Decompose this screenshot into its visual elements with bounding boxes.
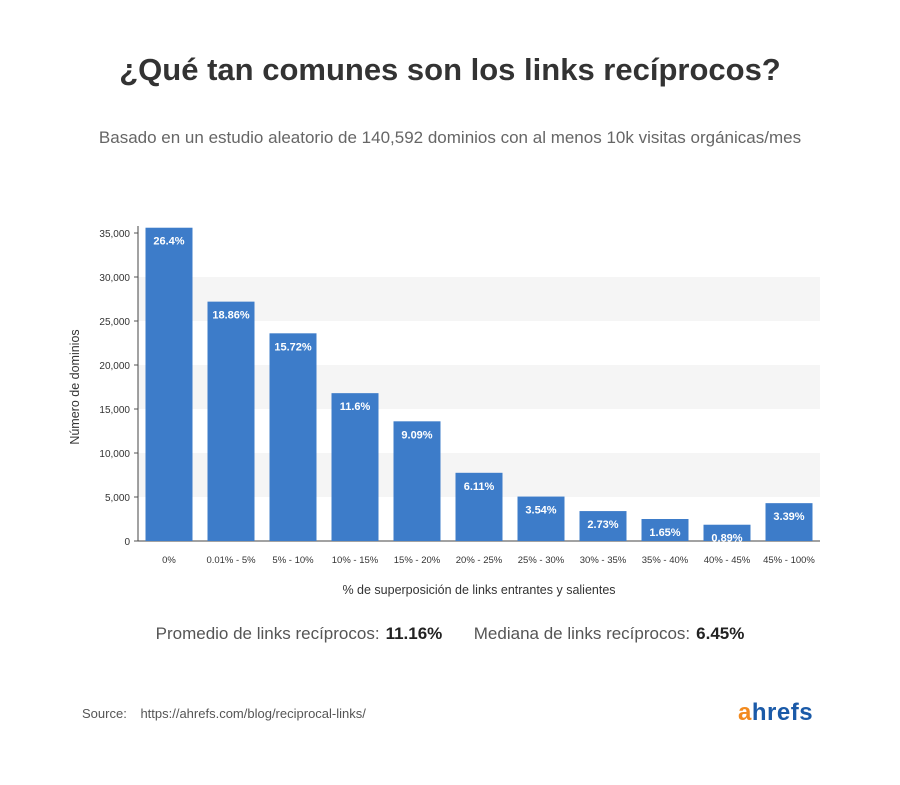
bar xyxy=(331,393,379,541)
bar-chart: 0 5,000 10,000 15,000 20,000 25,000 30,000 35,0… xyxy=(68,226,820,597)
y-tick-label: 25,000 xyxy=(99,317,130,328)
bar-data-label: 18.86% xyxy=(212,310,250,322)
mean-value: 11.16% xyxy=(385,624,443,643)
bar xyxy=(455,472,503,541)
bar-data-label: 26.4% xyxy=(153,236,184,248)
x-tick-label: 35% - 40% xyxy=(642,555,689,566)
bar-data-label: 3.39% xyxy=(773,511,804,523)
bar xyxy=(517,496,565,541)
y-tick-label: 5,000 xyxy=(105,493,130,504)
bar-data-label: 9.09% xyxy=(401,429,432,441)
y-tick-label: 35,000 xyxy=(99,229,130,240)
x-tick-label: 25% - 30% xyxy=(518,555,565,566)
chart-title: ¿Qué tan comunes son los links recíproco… xyxy=(119,52,781,87)
bar xyxy=(145,227,193,541)
x-tick-label: 0.01% - 5% xyxy=(206,555,256,566)
source-label: Source: xyxy=(82,706,127,721)
x-tick-label: 40% - 45% xyxy=(704,555,751,566)
bar xyxy=(269,333,317,541)
x-tick-label: 45% - 100% xyxy=(763,555,815,566)
bar xyxy=(207,301,255,541)
median-value: 6.45% xyxy=(696,624,745,643)
x-tick-label: 20% - 25% xyxy=(456,555,503,566)
mean-label: Promedio de links recíprocos: xyxy=(155,624,380,643)
y-tick-label: 0 xyxy=(124,537,130,548)
summary-stats: Promedio de links recíprocos: 11.16% Medi… xyxy=(0,624,900,644)
ahrefs-logo: ahrefs xyxy=(738,699,814,726)
bar xyxy=(765,503,813,541)
x-tick-label: 5% - 10% xyxy=(272,555,314,566)
median-label: Mediana de links recíprocos: xyxy=(473,624,691,643)
chart-subtitle: Basado en un estudio aleatorio de 140,59… xyxy=(98,128,802,147)
bar-data-label: 0.89% xyxy=(711,533,742,545)
bar-data-label: 6.11% xyxy=(464,481,495,493)
source-url[interactable]: https://ahrefs.com/blog/reciprocal-links… xyxy=(140,706,366,721)
y-axis-title: Número de dominios xyxy=(68,329,82,444)
bar-data-label: 15.72% xyxy=(274,341,312,353)
bar-data-label: 3.54% xyxy=(525,505,556,517)
bar xyxy=(393,421,441,541)
y-tick-label: 30,000 xyxy=(99,273,130,284)
x-tick-label: 10% - 15% xyxy=(332,555,379,566)
bar-data-label: 1.65% xyxy=(649,527,680,539)
x-tick-label: 0% xyxy=(162,555,176,566)
source-note: Source: https://ahrefs.com/blog/reciproc… xyxy=(82,706,366,721)
x-axis-title: % de superposición de links entrantes y … xyxy=(342,583,615,597)
y-tick-label: 15,000 xyxy=(99,405,130,416)
bar-data-label: 11.6% xyxy=(340,401,371,413)
y-tick-label: 20,000 xyxy=(99,361,130,372)
bar xyxy=(641,519,689,541)
bar xyxy=(703,524,751,541)
bar-data-label: 2.73% xyxy=(587,519,618,531)
x-tick-label: 15% - 20% xyxy=(394,555,441,566)
bar xyxy=(579,511,627,541)
x-tick-label: 30% - 35% xyxy=(580,555,627,566)
y-tick-label: 10,000 xyxy=(99,449,130,460)
